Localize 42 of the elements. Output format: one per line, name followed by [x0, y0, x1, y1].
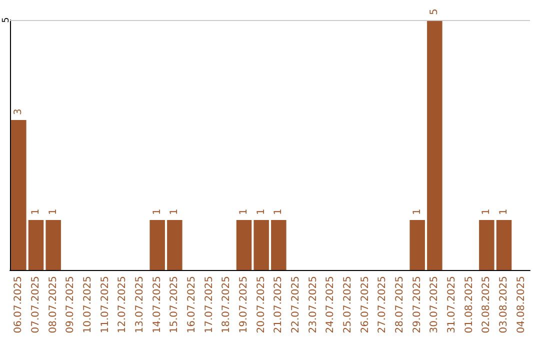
x-tick-label: 22.07.2025 — [290, 276, 302, 334]
x-tick-label: 30.07.2025 — [429, 276, 440, 334]
x-tick-label: 13.07.2025 — [134, 276, 146, 334]
x-tick-label: 29.07.2025 — [412, 276, 423, 334]
data-label: 1 — [169, 208, 180, 215]
x-tick-label: 31.07.2025 — [446, 276, 458, 334]
x-tick-label: 24.07.2025 — [325, 276, 336, 334]
data-label: 3 — [13, 108, 24, 115]
x-tick-label: 19.07.2025 — [238, 276, 250, 334]
x-tick-label: 06.07.2025 — [13, 276, 24, 334]
data-label: 1 — [273, 208, 284, 215]
x-tick-label: 15.07.2025 — [169, 276, 180, 334]
x-tick-label: 25.07.2025 — [342, 276, 354, 334]
x-tick-label: 04.08.2025 — [516, 276, 527, 334]
x-tick-label: 08.07.2025 — [48, 276, 59, 334]
data-label: 1 — [256, 208, 267, 215]
x-tick-label: 23.07.2025 — [308, 276, 319, 334]
x-tick-label: 26.07.2025 — [360, 276, 371, 334]
data-label: 1 — [48, 208, 59, 215]
data-label: 1 — [238, 208, 250, 215]
data-label: 1 — [152, 208, 163, 215]
x-tick-label: 28.07.2025 — [394, 276, 406, 334]
x-tick-label: 07.07.2025 — [30, 276, 42, 334]
data-label: 1 — [30, 208, 42, 215]
x-tick-label: 12.07.2025 — [117, 276, 128, 334]
x-tick-label: 14.07.2025 — [152, 276, 163, 334]
x-tick-label: 01.08.2025 — [464, 276, 475, 334]
x-tick-label: 27.07.2025 — [377, 276, 388, 334]
data-label: 1 — [498, 208, 510, 215]
x-tick-label: 20.07.2025 — [256, 276, 267, 334]
x-tick-label: 09.07.2025 — [65, 276, 76, 334]
x-tick-label: 11.07.2025 — [100, 276, 111, 334]
x-tick-label: 02.08.2025 — [481, 276, 492, 334]
data-label: 5 — [429, 8, 440, 15]
x-tick-label: 21.07.2025 — [273, 276, 284, 334]
x-tick-label: 18.07.2025 — [221, 276, 232, 334]
x-tick-label: 16.07.2025 — [186, 276, 198, 334]
x-tick-label: 17.07.2025 — [204, 276, 215, 334]
data-label: 1 — [412, 208, 423, 215]
data-label: 1 — [481, 208, 492, 215]
x-tick-label: 03.08.2025 — [498, 276, 510, 334]
x-tick-label: 10.07.2025 — [82, 276, 94, 334]
